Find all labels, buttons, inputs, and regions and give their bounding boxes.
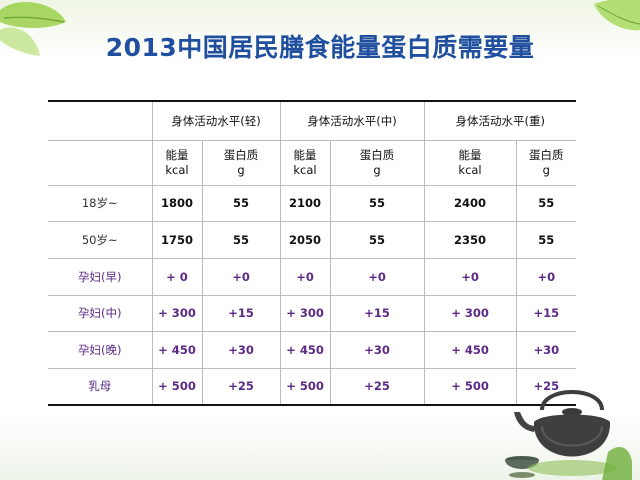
table-cell: + 500 (423, 367, 517, 404)
row-label: 乳母 (48, 367, 153, 404)
table-cell: 2400 (423, 184, 517, 223)
table-cell: 55 (329, 221, 425, 259)
table-cell: + 450 (151, 331, 203, 369)
row-label: 18岁~ (48, 184, 153, 223)
table-cell: 1800 (151, 184, 203, 223)
row-label: 50岁~ (48, 221, 153, 259)
empty-corner-cell (48, 102, 153, 141)
table-cell: + 500 (279, 367, 331, 404)
subheader-cell: 蛋白质 g (329, 139, 425, 186)
table-cell: +15 (201, 294, 281, 333)
table-cell: 55 (329, 184, 425, 223)
table-cell: 2100 (279, 184, 331, 223)
subheader-cell: 蛋白质 g (515, 139, 577, 186)
teapot-icon (514, 390, 632, 480)
leaf-decoration-icon (594, 0, 640, 31)
table-cell: +0 (515, 257, 577, 296)
table-cell: + 500 (151, 367, 203, 404)
table-row: 孕妇(早) + 0 +0 +0 +0 +0 +0 (48, 257, 577, 296)
table-cell: 2350 (423, 221, 517, 259)
table-cell: +30 (201, 331, 281, 369)
table-cell: +30 (329, 331, 425, 369)
table-cell: +25 (329, 367, 425, 404)
table-cell: 1750 (151, 221, 203, 259)
table-cell: 55 (515, 184, 577, 223)
table-cell: 55 (201, 184, 281, 223)
table-cell: +30 (515, 331, 577, 369)
table-cell: +0 (201, 257, 281, 296)
table-cell: + 450 (423, 331, 517, 369)
group-header-moderate: 身体活动水平(中) (279, 102, 425, 141)
empty-label-cell (48, 139, 153, 186)
table-row: 乳母 + 500 +25 + 500 +25 + 500 +25 (48, 367, 577, 404)
leaf-decoration-icon (0, 1, 66, 56)
table-subheader-row: 能量 kcal 蛋白质 g 能量 kcal 蛋白质 g 能量 kcal 蛋白质 g (48, 139, 577, 186)
table-row: 孕妇(晚) + 450 +30 + 450 +30 + 450 +30 (48, 331, 577, 369)
table-cell: 55 (515, 221, 577, 259)
table-header-row: 身体活动水平(轻) 身体活动水平(中) 身体活动水平(重) (48, 102, 577, 141)
table-cell: +0 (423, 257, 517, 296)
row-label: 孕妇(中) (48, 294, 153, 333)
table-row: 孕妇(中) + 300 +15 + 300 +15 + 300 +15 (48, 294, 577, 333)
table-cell: 55 (201, 221, 281, 259)
table-cell: 2050 (279, 221, 331, 259)
table-cell: +0 (279, 257, 331, 296)
table-cell: +15 (515, 294, 577, 333)
energy-protein-table: 身体活动水平(轻) 身体活动水平(中) 身体活动水平(重) 能量 kcal 蛋白质… (48, 100, 577, 406)
subheader-cell: 能量 kcal (279, 139, 331, 186)
table-cell: +15 (329, 294, 425, 333)
table-cell: + 300 (151, 294, 203, 333)
table-row: 50岁~ 1750 55 2050 55 2350 55 (48, 221, 577, 259)
table-cell: + 0 (151, 257, 203, 296)
table-cell: + 300 (423, 294, 517, 333)
table-cell: +0 (329, 257, 425, 296)
group-header-light: 身体活动水平(轻) (151, 102, 281, 141)
row-label: 孕妇(早) (48, 257, 153, 296)
table-cell: + 450 (279, 331, 331, 369)
row-label: 孕妇(晚) (48, 331, 153, 369)
subheader-cell: 蛋白质 g (201, 139, 281, 186)
table-cell: +25 (201, 367, 281, 404)
table-cell: + 300 (279, 294, 331, 333)
subheader-cell: 能量 kcal (423, 139, 517, 186)
slide-title: 2013中国居民膳食能量蛋白质需要量 (105, 33, 535, 62)
subheader-cell: 能量 kcal (151, 139, 203, 186)
group-header-heavy: 身体活动水平(重) (423, 102, 577, 141)
table-row: 18岁~ 1800 55 2100 55 2400 55 (48, 184, 577, 223)
